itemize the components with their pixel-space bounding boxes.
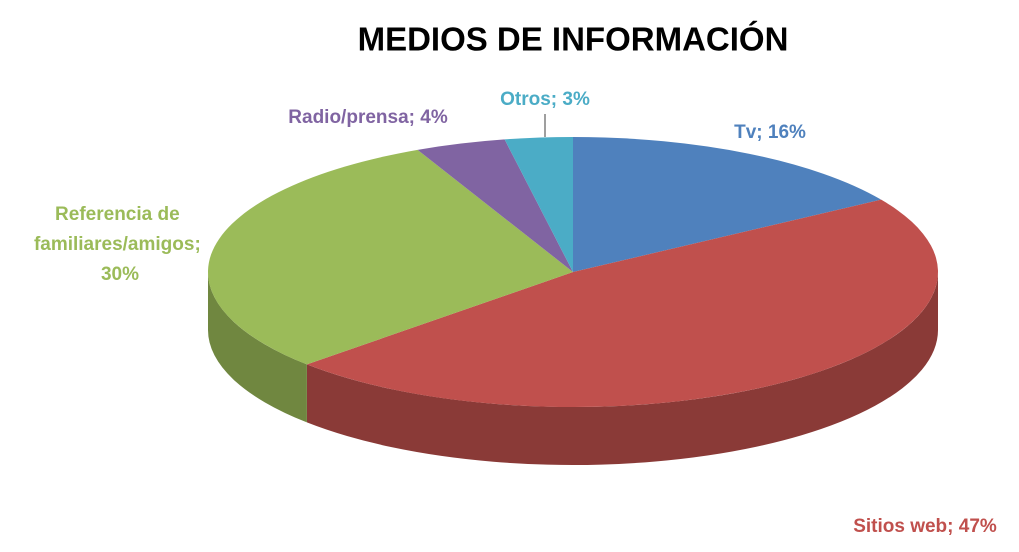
pie-slice	[417, 139, 573, 272]
pie-slice	[208, 149, 573, 365]
pie-slice	[504, 137, 573, 272]
data-label: Tv; 16%	[734, 122, 806, 143]
pie-slice-side	[306, 272, 938, 465]
chart-title: MEDIOS DE INFORMACIÓN	[358, 21, 789, 58]
pie-slice	[573, 137, 882, 272]
pie-slice	[306, 199, 938, 407]
pie-slice-side	[208, 272, 307, 423]
data-label: Otros; 3%	[500, 89, 590, 110]
data-label: Referencia de familiares/amigos; 30%	[34, 204, 206, 285]
data-label: Radio/prensa; 4%	[288, 107, 448, 128]
data-label: Sitios web; 47%	[853, 516, 997, 537]
